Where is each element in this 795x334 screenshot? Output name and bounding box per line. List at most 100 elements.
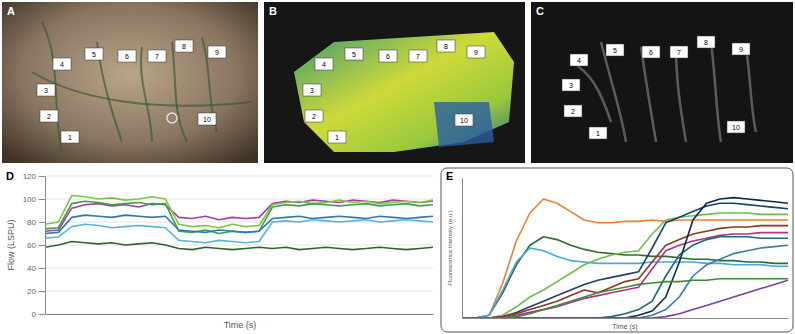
x-axis: [463, 318, 789, 319]
marker-box: [570, 54, 588, 66]
marker-label: 4: [322, 61, 326, 68]
series-line: [462, 248, 788, 318]
marker-label: 10: [460, 117, 468, 124]
tick-label: 120: [23, 172, 37, 181]
series-line: [462, 213, 788, 318]
grid-line: [45, 314, 433, 315]
marker-label: 5: [352, 51, 356, 58]
marker-box: [148, 50, 166, 62]
marker-box: [305, 110, 323, 122]
marker-box: [345, 48, 363, 60]
marker-box: [437, 40, 455, 52]
tick-mark: [39, 245, 45, 246]
tick-label: 60: [27, 241, 36, 250]
tick: 0: [32, 310, 45, 319]
plot-area: [45, 196, 433, 250]
grid-line: [45, 291, 433, 292]
marker-label: 7: [677, 49, 681, 56]
series-line: [462, 198, 788, 318]
marker-box: [606, 44, 624, 56]
marker-label: 6: [125, 53, 129, 60]
marker-box: [455, 114, 473, 126]
axis-line: [45, 177, 46, 315]
tick-mark: [39, 268, 45, 269]
perfusion-map: [294, 32, 514, 152]
tick-label: 100: [23, 195, 37, 204]
vessel: [32, 72, 252, 106]
axis-line: [46, 314, 434, 315]
tick: 20: [27, 287, 45, 296]
marker-label: 10: [203, 116, 211, 123]
tick-label: 20: [27, 287, 36, 296]
x-axis-title: Time (s): [224, 320, 257, 330]
tick: 80: [27, 218, 45, 227]
series-line: [462, 280, 788, 318]
series-line: [462, 245, 788, 318]
marker-box: [303, 84, 321, 96]
marker-box: [198, 113, 216, 125]
marker-box: [328, 131, 346, 143]
tick-label: 80: [27, 218, 36, 227]
panel-letter: E: [446, 170, 453, 182]
tick: 100: [23, 195, 45, 204]
marker-box: [61, 131, 79, 143]
tick-mark: [39, 222, 45, 223]
series-line: [45, 220, 433, 243]
marker-box: [562, 79, 580, 91]
y-axis: [462, 179, 463, 319]
vessel: [641, 47, 656, 142]
photo-background: [531, 2, 793, 163]
tick-label: 40: [27, 264, 36, 273]
tick-mark: [39, 199, 45, 200]
x-axis-title: Time (s): [612, 323, 637, 331]
series-line: [462, 233, 788, 318]
panel-letter: B: [269, 5, 277, 17]
marker-box: [697, 36, 715, 48]
series-line: [45, 215, 433, 233]
series-line: [462, 279, 788, 318]
marker-box: [379, 50, 397, 62]
marker-box: [732, 43, 750, 55]
panel-frame: [441, 168, 793, 332]
marker-box: [40, 110, 58, 122]
panel-letter: C: [536, 5, 544, 17]
series-line: [462, 203, 788, 318]
instrument: [167, 113, 177, 123]
marker-box: [85, 48, 103, 60]
tick: 60: [27, 241, 45, 250]
series-line: [45, 201, 433, 233]
marker-box: [37, 84, 55, 96]
marker-label: 8: [182, 43, 186, 50]
series-line: [45, 196, 433, 228]
marker-box: [589, 127, 607, 139]
chart-panel: E Time (s) Fluorescence intensity (a.u.): [441, 168, 793, 332]
vessel: [676, 47, 686, 142]
marker-label: 5: [613, 47, 617, 54]
marker-box: [208, 46, 226, 58]
image-panel: C12345678910: [531, 2, 793, 163]
tick-mark: [39, 291, 45, 292]
marker-label: 8: [704, 39, 708, 46]
marker-label: 9: [474, 49, 478, 56]
marker-box: [53, 58, 71, 70]
perfusion-map: [434, 102, 494, 147]
tick: 120: [23, 172, 45, 181]
marker-box: [642, 46, 660, 58]
marker-label: 1: [596, 130, 600, 137]
y-axis-title: Fluorescence intensity (a.u.): [447, 210, 453, 285]
panel-letter: A: [7, 5, 15, 17]
marker-label: 3: [569, 82, 573, 89]
grid-line: [45, 176, 433, 177]
marker-label: 2: [571, 108, 575, 115]
image-panel: A12345678910: [2, 2, 258, 163]
grid-line: [45, 268, 433, 269]
chart-panel: 020406080100120DTime (s)Flow (LSPU): [6, 170, 434, 330]
marker-box: [727, 121, 745, 133]
vessel: [746, 47, 756, 132]
series-line: [462, 237, 788, 318]
y-axis: 0 20 40 60 80 100 120: [23, 172, 46, 319]
marker-box: [315, 58, 333, 70]
photo-background: [264, 2, 525, 163]
marker-label: 10: [732, 124, 740, 131]
marker-label: 7: [416, 53, 420, 60]
